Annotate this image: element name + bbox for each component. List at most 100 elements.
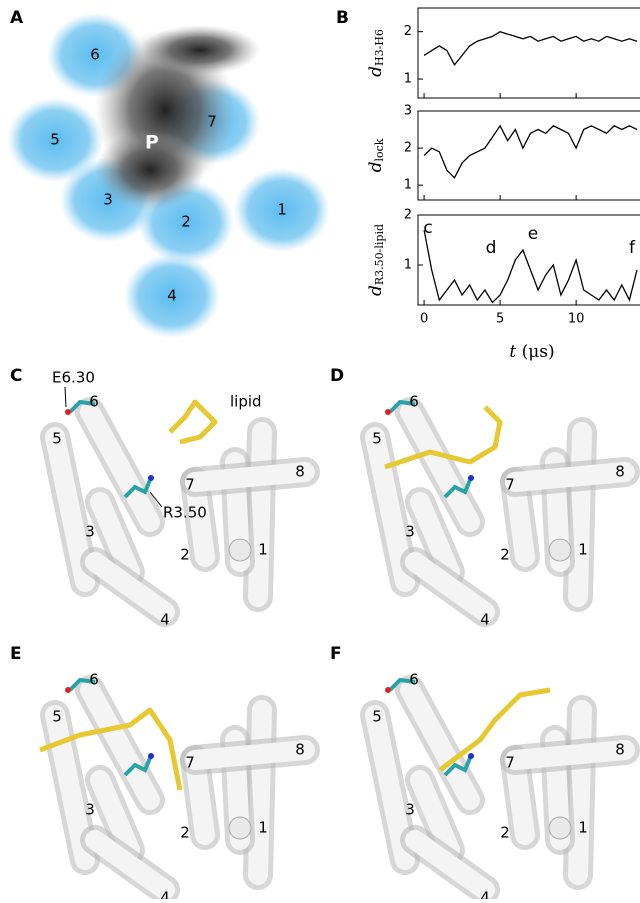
helix-highlight — [515, 750, 625, 760]
x-unit: (μs) — [516, 342, 554, 362]
cluster-label: 5 — [50, 131, 60, 149]
helix-label: 2 — [180, 824, 190, 842]
cluster-label: 6 — [90, 46, 100, 64]
helix-end — [549, 539, 571, 561]
helix-label: 3 — [405, 801, 415, 819]
helix-highlight — [578, 432, 582, 597]
leader — [65, 387, 66, 407]
structure-panel: E 1 2 3 4 5 6 7 8 — [10, 644, 305, 899]
x-axis-label: t (μs) — [509, 342, 554, 362]
helix-label: 7 — [185, 754, 195, 772]
density-cloud — [140, 25, 260, 75]
helix-label: 1 — [578, 541, 588, 559]
panel-letter: E — [10, 644, 22, 664]
y-tick-label: 1 — [404, 258, 412, 273]
residue-label: R3.50 — [163, 504, 207, 522]
helix-label: 3 — [85, 801, 95, 819]
helix-label: 5 — [52, 430, 62, 448]
cluster-label: 2 — [181, 213, 191, 231]
helix-label: 2 — [500, 824, 510, 842]
helix-end — [229, 817, 251, 839]
oxygen — [65, 409, 71, 415]
helix-label: 4 — [160, 889, 170, 900]
y-tick-label: 2 — [404, 24, 412, 39]
lipid — [170, 402, 215, 442]
trace — [424, 126, 637, 178]
helix-highlight — [578, 710, 582, 875]
y-axis-label: dR3.50-lipid — [366, 224, 387, 296]
helix-label: 2 — [500, 546, 510, 564]
plot-frame — [418, 8, 640, 98]
nitrogen — [468, 753, 474, 759]
helix-label: 5 — [372, 708, 382, 726]
cluster-label: 7 — [207, 113, 217, 131]
helix-label: 1 — [258, 541, 268, 559]
y-tick-label: 2 — [404, 141, 412, 156]
helix-label: 7 — [505, 754, 515, 772]
x-tick-label: 0 — [420, 312, 428, 327]
helix-label: 4 — [480, 611, 490, 629]
helix-label: 6 — [409, 393, 419, 411]
helix-label: 8 — [295, 463, 305, 481]
event-label: c — [423, 218, 432, 238]
center-label: P — [145, 132, 159, 154]
panel-letter: B — [336, 8, 349, 28]
y-tick-label: 1 — [404, 72, 412, 87]
helix-end — [229, 539, 251, 561]
y-axis-label: dlock — [366, 138, 387, 172]
helix-end — [549, 817, 571, 839]
nitrogen — [468, 475, 474, 481]
nitrogen — [148, 753, 154, 759]
event-label: d — [486, 238, 497, 258]
trace — [424, 32, 637, 65]
event-label: e — [528, 224, 538, 244]
helix-label: 8 — [295, 741, 305, 759]
panel-letter: A — [10, 8, 24, 28]
helix-highlight — [258, 710, 262, 875]
residue-label: E6.30 — [52, 369, 95, 387]
oxygen — [385, 687, 391, 693]
helix-label: 6 — [89, 393, 99, 411]
structure-panel: D 1 2 3 4 5 6 7 8 — [330, 366, 625, 629]
helix-label: 8 — [615, 463, 625, 481]
helix-label: 3 — [85, 523, 95, 541]
y-label-sub: lock — [373, 138, 386, 161]
helix-label: 5 — [372, 430, 382, 448]
structure-panel: C12345678E6.30R3.50lipid — [10, 366, 305, 629]
y-label-sub: R3.50-lipid — [373, 224, 386, 285]
helix-label: 4 — [480, 889, 490, 900]
helix-highlight — [195, 472, 305, 482]
helix-label: 2 — [180, 546, 190, 564]
helix-label: 1 — [258, 819, 268, 837]
x-tick-label: 5 — [496, 312, 504, 327]
y-label-main: d — [366, 285, 386, 296]
cluster-label: 1 — [277, 201, 287, 219]
nitrogen — [148, 475, 154, 481]
y-axis-label: dH3-H6 — [366, 29, 387, 77]
oxygen — [385, 409, 391, 415]
event-label: f — [629, 238, 636, 258]
helix-label: 7 — [505, 476, 515, 494]
y-label-main: d — [366, 66, 386, 77]
helix-label: 7 — [185, 476, 195, 494]
panel-letter: D — [330, 366, 344, 386]
y-label-main: d — [366, 161, 386, 172]
panel-letter: C — [10, 366, 22, 386]
y-tick-label: 1 — [404, 178, 412, 193]
helix-label: 8 — [615, 741, 625, 759]
y-tick-label: 2 — [404, 208, 412, 223]
helix-highlight — [258, 432, 262, 597]
helix-label: 1 — [578, 819, 588, 837]
cluster-label: 3 — [103, 191, 113, 209]
helix-label: 3 — [405, 523, 415, 541]
y-label-sub: H3-H6 — [373, 29, 386, 66]
oxygen — [65, 687, 71, 693]
helix-label: 6 — [89, 671, 99, 689]
residue-label: lipid — [230, 393, 262, 411]
helix-label: 5 — [52, 708, 62, 726]
figure: A6573214PB12dH3-H6123dlock120510dR3.50-l… — [0, 0, 640, 899]
y-tick-label: 3 — [404, 104, 412, 119]
plot-frame — [418, 111, 640, 200]
cluster-label: 4 — [167, 287, 177, 305]
